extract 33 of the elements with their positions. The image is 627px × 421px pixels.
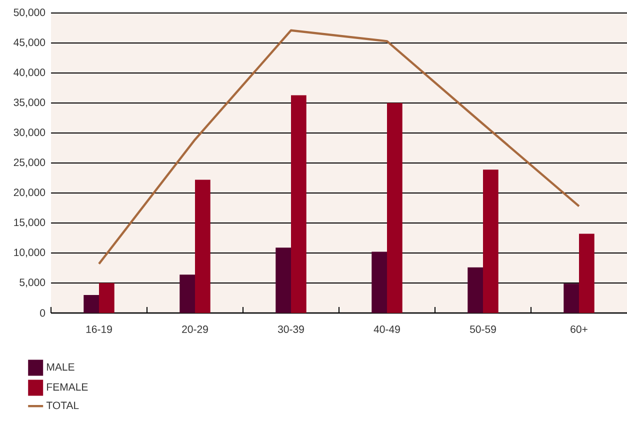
legend-label: MALE [47,363,74,371]
y-tick-label: 10,000 [14,248,46,258]
bar [276,248,291,313]
y-tick-label: 35,000 [14,98,46,108]
y-tick-label: 15,000 [14,218,46,228]
legend-label: TOTAL [46,402,79,410]
x-tick-label: 30-39 [278,326,304,333]
bar [180,274,195,313]
y-tick-label: 30,000 [14,128,46,138]
bar [579,234,594,313]
y-tick-label: 40,000 [14,68,46,78]
line-series [98,29,580,265]
y-tick-label: 25,000 [14,158,46,168]
x-tick-label: 40-49 [374,326,400,333]
bar [387,102,402,313]
legend-label: FEMALE [47,383,88,391]
y-tick-label: 20,000 [14,188,46,198]
y-tick-label: 50,000 [14,8,46,18]
x-tick-label: 16-19 [86,326,112,333]
bar [468,267,484,313]
x-tick-label: 20-29 [182,326,208,333]
bar [99,283,114,313]
bar [564,284,580,313]
y-tick-label: 5,000 [20,278,46,288]
y-tick-label: 45,000 [14,38,46,48]
x-tick-label: 60+ [570,326,588,333]
y-tick-label: 0 [40,309,46,317]
bar [195,180,210,313]
bar [372,252,387,313]
bar [483,170,498,313]
bar [84,295,99,313]
bar [291,95,306,313]
x-tick-label: 50-59 [470,326,496,333]
